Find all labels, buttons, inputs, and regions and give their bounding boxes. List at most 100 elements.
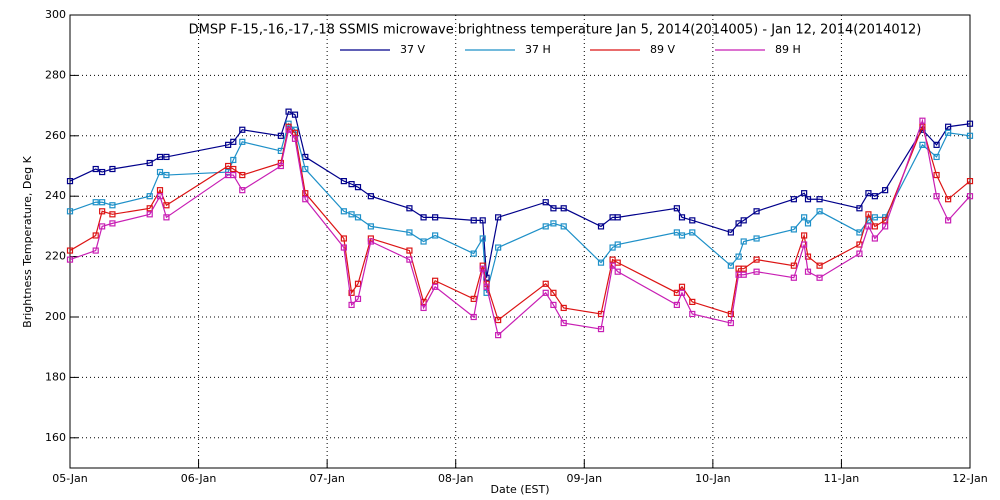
- point-marker: [348, 289, 355, 296]
- point-marker: [354, 280, 362, 287]
- point-marker: [945, 129, 952, 136]
- point-marker: [727, 229, 734, 236]
- point-marker: [816, 196, 823, 203]
- point-marker: [291, 111, 299, 118]
- point-marker: [689, 298, 696, 305]
- point-marker: [163, 214, 170, 221]
- point-marker: [865, 190, 872, 197]
- point-marker: [542, 289, 549, 296]
- point-marker: [550, 289, 557, 296]
- point-marker: [432, 283, 439, 290]
- y-tick-label: 160: [45, 431, 66, 444]
- point-marker: [277, 162, 284, 170]
- point-marker: [367, 223, 374, 230]
- point-marker: [163, 171, 170, 179]
- point-marker: [66, 247, 74, 254]
- legend-label: 89 H: [775, 43, 801, 56]
- point-marker: [609, 262, 616, 269]
- x-tick-label: 11-Jan: [824, 472, 860, 485]
- point-marker: [933, 141, 940, 148]
- point-marker: [614, 214, 621, 221]
- point-marker: [801, 190, 808, 197]
- point-marker: [340, 235, 347, 242]
- point-marker: [542, 223, 549, 230]
- point-marker: [146, 193, 153, 200]
- x-tick-label: 06-Jan: [181, 472, 217, 485]
- point-marker: [66, 178, 74, 185]
- point-marker: [871, 214, 878, 221]
- point-marker: [804, 220, 812, 227]
- point-marker: [753, 208, 760, 215]
- point-marker: [740, 217, 747, 224]
- point-marker: [550, 205, 557, 212]
- point-marker: [495, 244, 502, 251]
- point-marker: [804, 268, 812, 275]
- point-marker: [542, 199, 549, 206]
- y-tick-label: 280: [45, 68, 66, 81]
- point-marker: [109, 211, 116, 218]
- point-marker: [542, 280, 549, 287]
- point-marker: [66, 208, 74, 215]
- point-marker: [753, 256, 760, 263]
- point-marker: [816, 274, 823, 281]
- point-marker: [678, 283, 686, 290]
- point-marker: [367, 193, 374, 200]
- point-marker: [945, 217, 952, 224]
- point-marker: [966, 178, 974, 185]
- point-marker: [882, 187, 889, 194]
- point-marker: [277, 132, 284, 139]
- legend-label: 37 V: [400, 43, 425, 56]
- point-marker: [348, 211, 355, 218]
- point-marker: [109, 220, 116, 227]
- point-marker: [790, 274, 797, 281]
- point-marker: [230, 171, 237, 179]
- y-tick-label: 180: [45, 370, 66, 383]
- x-tick-label: 12-Jan: [952, 472, 988, 485]
- point-marker: [689, 229, 696, 236]
- point-marker: [740, 238, 747, 245]
- point-marker: [156, 193, 164, 200]
- point-marker: [816, 262, 823, 269]
- point-marker: [302, 196, 309, 203]
- point-marker: [689, 217, 696, 224]
- point-marker: [291, 135, 299, 142]
- point-marker: [302, 153, 309, 161]
- point-marker: [678, 289, 686, 296]
- point-marker: [99, 168, 106, 176]
- point-marker: [146, 159, 153, 167]
- point-marker: [882, 223, 889, 230]
- y-tick-label: 220: [45, 250, 66, 263]
- point-marker: [109, 202, 116, 209]
- point-marker: [340, 244, 347, 251]
- point-marker: [673, 205, 680, 212]
- point-marker: [340, 208, 347, 215]
- x-tick-label: 10-Jan: [695, 472, 731, 485]
- point-marker: [432, 232, 439, 239]
- point-marker: [597, 259, 605, 266]
- point-marker: [230, 138, 237, 145]
- point-marker: [420, 304, 427, 312]
- point-marker: [420, 298, 427, 305]
- point-marker: [285, 126, 292, 133]
- point-marker: [302, 165, 309, 173]
- point-marker: [727, 262, 734, 269]
- point-marker: [483, 283, 490, 290]
- point-marker: [340, 178, 347, 185]
- point-marker: [156, 187, 164, 194]
- y-tick-label: 200: [45, 310, 66, 323]
- point-marker: [673, 301, 680, 309]
- point-marker: [163, 153, 170, 161]
- point-marker: [740, 271, 747, 278]
- point-marker: [790, 262, 797, 269]
- point-marker: [816, 208, 823, 215]
- point-marker: [285, 108, 292, 115]
- x-tick-label: 05-Jan: [52, 472, 88, 485]
- point-marker: [99, 208, 106, 215]
- point-marker: [495, 332, 502, 339]
- point-marker: [856, 205, 863, 212]
- y-tick-label: 240: [45, 189, 66, 202]
- x-axis-label: Date (EST): [490, 483, 549, 496]
- point-marker: [790, 226, 797, 233]
- point-marker: [614, 241, 621, 248]
- point-marker: [92, 232, 99, 239]
